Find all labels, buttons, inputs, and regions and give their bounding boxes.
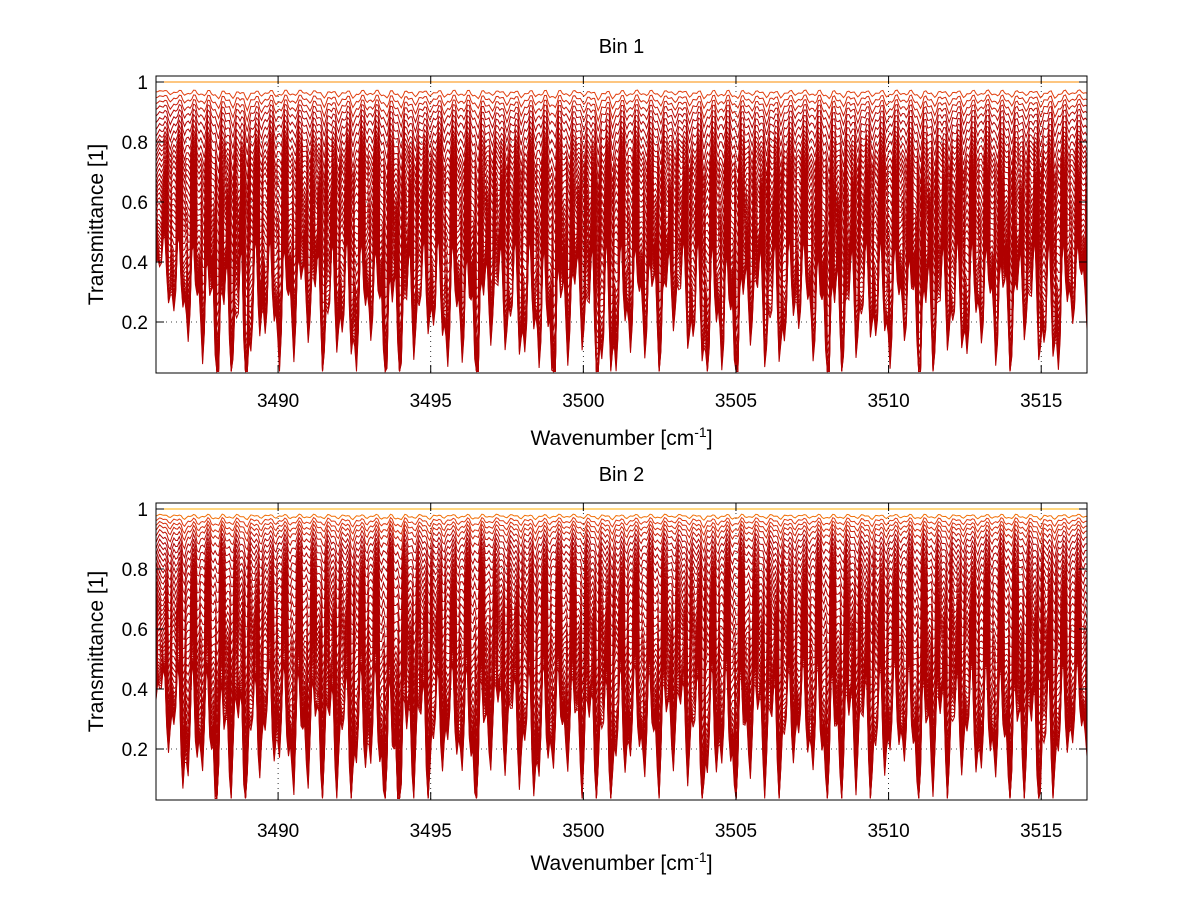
chart-panel-bin-2: Bin 2 3490 3495 3500 3505 3510 3515 0.2 0.4 0.6… (85, 464, 1088, 875)
y-tick-label: 0.2 (122, 313, 148, 334)
y-ticks: 0.2 0.4 0.6 0.8 1 (122, 73, 1087, 334)
spectrum-line (155, 98, 1088, 123)
x-axis-title-superscript: -1 (694, 849, 707, 865)
x-tick-label: 3510 (867, 391, 909, 412)
y-tick-label: 0.6 (122, 193, 148, 214)
spectrum-line (155, 535, 1088, 572)
x-tick-label: 3515 (1020, 391, 1062, 412)
spectrum-line (155, 113, 1088, 156)
x-tick-label: 3515 (1020, 821, 1062, 842)
x-ticks: 3490 3495 3500 3505 3510 3515 (257, 503, 1062, 842)
spectrum-line (155, 541, 1088, 582)
spectrum-line (155, 555, 1088, 614)
spectrum-line (155, 132, 1088, 199)
x-axis-title: Wavenumber [cm-1] (530, 424, 712, 450)
x-tick-label: 3510 (867, 821, 909, 842)
x-tick-label: 3505 (715, 821, 757, 842)
x-tick-label: 3490 (257, 391, 299, 412)
spectrum-line (155, 108, 1088, 144)
spectrum-line (155, 522, 1088, 545)
spectrum-line (155, 123, 1088, 180)
x-axis-title-superscript: -1 (694, 424, 707, 440)
spectrum-line (155, 519, 1088, 537)
y-tick-label: 0.8 (122, 133, 148, 154)
x-tick-label: 3495 (410, 821, 452, 842)
x-ticks: 3490 3495 3500 3505 3510 3515 (257, 76, 1062, 412)
spectrum-line (155, 89, 1088, 102)
spectrum-line (155, 235, 1088, 374)
x-axis-title: Wavenumber [cm-1] (530, 849, 712, 875)
spectrum-line (155, 118, 1088, 168)
y-tick-label: 1 (137, 73, 148, 94)
y-axis-title: Transmittance [1] (85, 571, 108, 732)
x-tick-label: 3500 (562, 391, 604, 412)
y-axis-title: Transmittance [1] (85, 144, 108, 305)
chart-panel-bin-1: Bin 1 3490 3495 3500 3505 3510 3515 0.2 0.4 0.6… (85, 36, 1088, 450)
series-lines (155, 81, 1088, 374)
plot-frame (155, 502, 1088, 801)
y-tick-label: 0.2 (122, 740, 148, 761)
y-tick-label: 0.4 (122, 253, 149, 274)
plot-frame (155, 75, 1088, 374)
y-tick-label: 1 (137, 500, 148, 521)
spectrum-line (155, 516, 1088, 529)
spectrum-line (155, 93, 1088, 113)
spectrum-line (155, 526, 1088, 554)
chart-title: Bin 2 (599, 464, 645, 486)
spectrum-line (155, 103, 1088, 132)
spectrum-line (155, 545, 1088, 592)
series-lines (155, 508, 1088, 800)
y-tick-label: 0.6 (122, 620, 148, 641)
spectrum-line (155, 662, 1088, 799)
y-ticks: 0.2 0.4 0.6 0.8 1 (122, 500, 1087, 761)
y-tick-label: 0.8 (122, 560, 148, 581)
spectrum-line (155, 551, 1088, 603)
x-tick-label: 3495 (410, 391, 452, 412)
x-tick-label: 3490 (257, 821, 299, 842)
x-tick-label: 3505 (715, 391, 757, 412)
spectrum-line (155, 513, 1088, 521)
chart-title: Bin 1 (599, 36, 645, 58)
x-tick-label: 3500 (562, 821, 604, 842)
y-tick-label: 0.4 (122, 680, 149, 701)
spectrum-line (155, 128, 1088, 190)
spectrum-line (155, 531, 1088, 562)
